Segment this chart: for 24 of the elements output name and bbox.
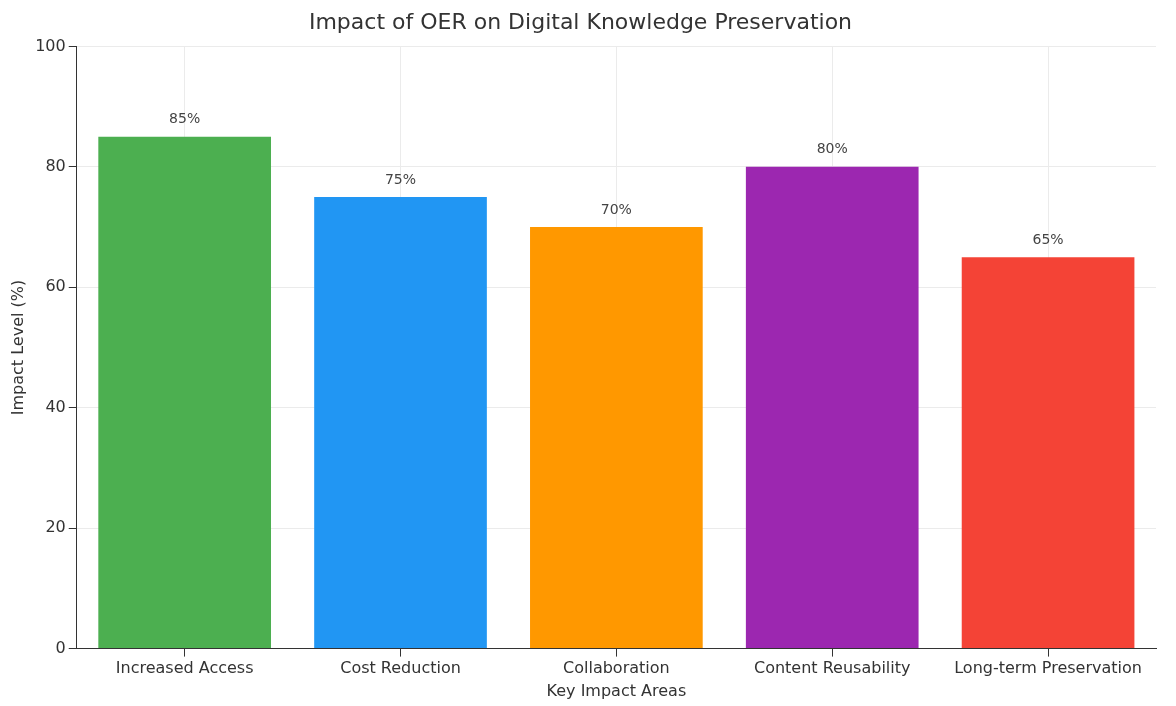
- y-tick-label: 0: [55, 637, 66, 657]
- data-label: 85%: [169, 110, 201, 127]
- x-tick-label: Cost Reduction: [340, 658, 461, 678]
- x-tick-label: Increased Access: [115, 658, 254, 678]
- bar: [530, 227, 703, 649]
- data-label: 65%: [1032, 230, 1064, 247]
- y-axis-title: Impact Level (%): [7, 279, 27, 416]
- bar: [314, 196, 487, 649]
- chart-title: Impact of OER on Digital Knowledge Preservation: [308, 8, 853, 34]
- x-tick-label: Long-term Preservation: [954, 658, 1142, 678]
- bar: [961, 257, 1135, 649]
- bar: [98, 136, 272, 649]
- bar: [745, 166, 919, 649]
- x-tick-label: Content Reusability: [753, 658, 911, 678]
- y-tick-label: 20: [45, 517, 66, 537]
- x-axis-title: Key Impact Areas: [546, 680, 687, 700]
- y-tick-label: 100: [35, 35, 66, 55]
- y-tick-label: 60: [45, 276, 66, 296]
- y-tick-label: 40: [45, 396, 66, 416]
- y-tick-label: 80: [45, 156, 66, 175]
- x-tick-label: Collaboration: [563, 658, 670, 678]
- data-label: 80%: [816, 140, 848, 157]
- data-label: 75%: [384, 170, 417, 187]
- data-label: 70%: [600, 200, 632, 217]
